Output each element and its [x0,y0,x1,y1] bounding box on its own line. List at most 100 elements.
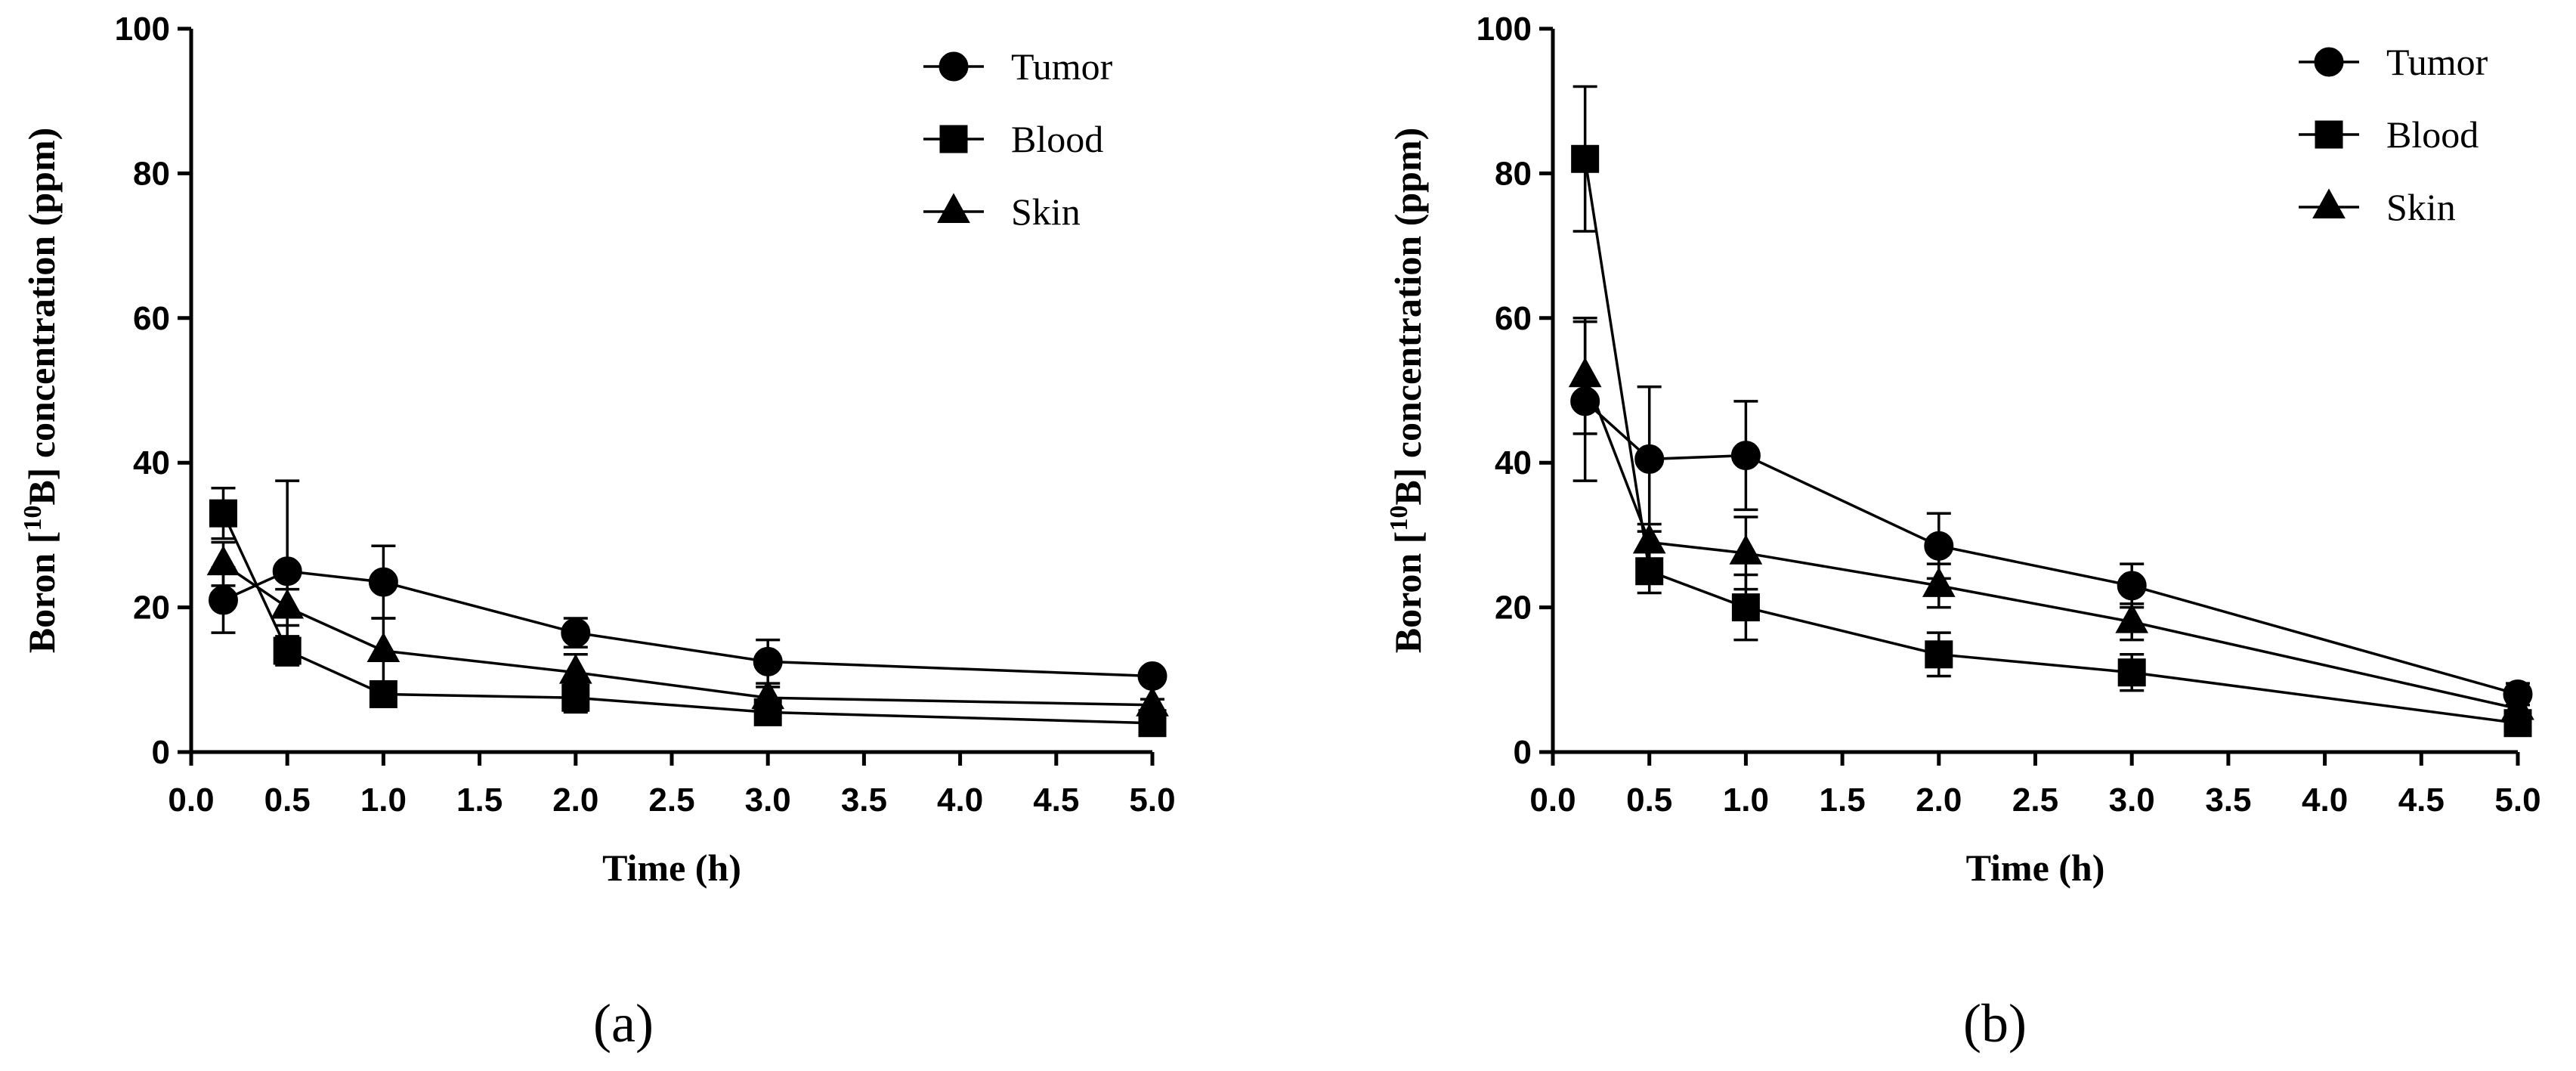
legend-marker-blood [2315,120,2343,149]
y-tick-label: 0 [152,734,170,771]
chart-panel-a: 0 20 40 60 80 100 0.0 0.5 1.0 1.5 2.0 2.5 3.0 3.5 4.0 4… [19,11,1176,1054]
legend-label: Tumor [2386,41,2488,83]
x-tick-label: 4.0 [2302,782,2348,819]
series-line-blood [1583,158,2519,725]
x-tick-label: 4.5 [1033,782,1079,819]
series-line-skin [222,562,1153,707]
data-point-blood [561,683,590,712]
data-point-tumor [1634,444,1665,474]
y-axis-title-part: B] concentration (ppm) [20,128,63,506]
y-axis-title-part: B] concentration (ppm) [1387,128,1429,506]
data-point-tumor [1730,441,1761,471]
legend-marker-skin [2312,188,2346,218]
series-line-tumor [222,569,1153,678]
legend-label: Tumor [1011,45,1113,88]
x-tick-label: 0.5 [1626,782,1672,819]
series-skin [1568,317,2534,720]
data-point-skin [2115,603,2149,633]
series-line-tumor [1584,400,2519,696]
data-point-skin [558,654,592,684]
data-point-tumor [1137,661,1167,692]
series-line-blood [221,512,1153,725]
series-blood [209,486,1167,738]
legend: Tumor Blood Skin [923,45,1113,233]
series-skin [206,540,1169,717]
y-tick-label: 80 [133,155,170,192]
x-axis-title: Time (h) [1966,847,2105,889]
data-point-skin [271,589,305,619]
y-tick-label: 40 [133,444,170,481]
legend-marker-tumor [939,51,969,82]
series-line-skin [1584,375,2519,710]
data-point-blood [1571,144,1600,173]
legend-label: Skin [2386,186,2456,228]
x-tick-label: 2.0 [552,782,598,819]
x-tick-label: 3.0 [2109,782,2155,819]
data-point-blood [1635,557,1664,586]
x-tick-label: 1.5 [456,782,503,819]
x-tick-label: 0.5 [264,782,311,819]
data-point-blood [2117,658,2146,687]
x-tick-label: 1.0 [1723,782,1769,819]
series-tumor [1570,320,2533,709]
x-tick-label: 0.0 [168,782,214,819]
y-tick-label: 100 [115,11,170,48]
data-point-tumor [208,585,238,615]
x-tick-label: 1.5 [1820,782,1866,819]
legend-label: Blood [1011,118,1103,160]
legend-marker-blood [939,125,968,153]
data-point-skin [1922,567,1956,597]
data-point-tumor [2117,571,2147,601]
x-tick-label: 3.0 [745,782,791,819]
data-point-skin [206,545,240,576]
data-point-skin [1729,534,1763,565]
data-point-tumor [368,567,398,597]
data-point-blood [209,499,237,528]
data-point-skin [2501,689,2534,720]
data-point-skin [1632,523,1666,554]
legend-marker-skin [937,193,970,223]
panel-label: (b) [1963,993,2027,1054]
x-tick-label: 2.5 [2012,782,2058,819]
data-point-skin [1136,686,1169,717]
y-tick-label: 20 [133,590,170,627]
data-point-blood [1925,640,1953,669]
data-point-skin [1568,357,1602,388]
y-axis-title-part: Boron [ [1387,531,1429,654]
y-tick-label: 80 [1495,155,1532,192]
legend-label: Skin [1011,190,1081,233]
x-tick-label: 4.0 [937,782,983,819]
y-tick-label: 20 [1495,590,1532,627]
y-axis-title: Boron [10B] concentration (ppm) [19,128,63,654]
x-tick-label: 0.0 [1529,782,1576,819]
x-tick-label: 3.5 [2205,782,2251,819]
x-tick-label: 3.5 [841,782,887,819]
y-tick-label: 60 [1495,300,1532,337]
x-axis-title: Time (h) [602,847,741,889]
x-tick-label: 5.0 [2494,782,2540,819]
y-axis-title: Boron [10B] concentration (ppm) [1385,128,1430,654]
data-point-tumor [1924,531,1954,561]
y-tick-label: 40 [1495,444,1532,481]
y-tick-label: 60 [133,300,170,337]
panel-label: (a) [593,993,654,1054]
series-tumor [208,479,1167,692]
data-point-skin [751,679,785,710]
y-axis-title-superscript: 10 [1385,506,1413,531]
x-tick-label: 5.0 [1129,782,1175,819]
x-tick-label: 1.0 [360,782,407,819]
x-tick-label: 2.0 [1916,782,1962,819]
data-point-tumor [561,618,591,648]
series-blood [1571,85,2532,738]
data-point-tumor [753,646,783,676]
x-tick-label: 4.5 [2398,782,2445,819]
data-point-blood [369,679,397,708]
legend-label: Blood [2386,113,2479,156]
chart-panel-b: 0 20 40 60 80 100 0.0 0.5 1.0 1.5 2.0 2.5 3.0 3.5 4.0 4… [1385,11,2541,1054]
legend: Tumor Blood Skin [2299,41,2488,228]
y-axis-title-superscript: 10 [19,506,47,531]
x-tick-label: 2.5 [648,782,694,819]
y-tick-label: 0 [1514,734,1532,771]
data-point-skin [366,632,400,662]
